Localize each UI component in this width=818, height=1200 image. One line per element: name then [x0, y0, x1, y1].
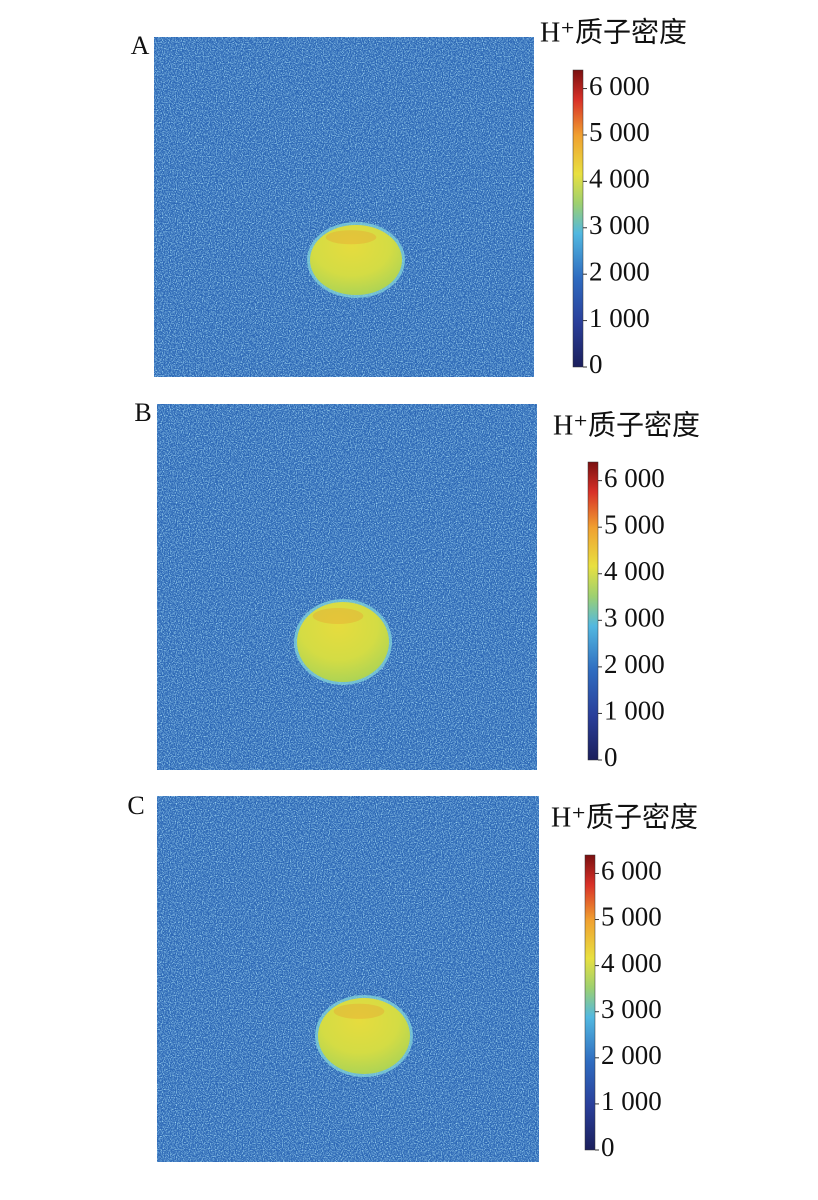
colorbar-tick-label: 2 000 — [601, 1040, 662, 1070]
image-noise — [154, 37, 534, 377]
colorbar-tick-label: 6 000 — [601, 856, 662, 886]
colorbar-tick-label: 4 000 — [601, 948, 662, 978]
colorbar-tick-label: 3 000 — [589, 210, 650, 240]
panel-label: B — [134, 398, 151, 427]
colorbar-tick-label: 2 000 — [604, 649, 665, 679]
image-noise — [157, 404, 537, 770]
sample — [297, 602, 389, 682]
colorbar-tick-label: 0 — [601, 1132, 615, 1162]
colorbar-title: H⁺质子密度 — [540, 16, 687, 48]
panel-label: C — [127, 791, 144, 820]
colorbar-tick-label: 2 000 — [589, 256, 650, 286]
colorbar-tick-label: 0 — [589, 349, 603, 379]
sample — [318, 998, 410, 1074]
sample — [310, 225, 402, 295]
colorbar-tick-label: 5 000 — [589, 117, 650, 147]
colorbar-tick-label: 6 000 — [589, 71, 650, 101]
colorbar-tick-label: 3 000 — [604, 603, 665, 633]
panel: A H⁺质子密度 0 1 000 2 000 3 000 4 000 5 000 6 000 — [131, 16, 687, 379]
panel: B H⁺质子密度 0 1 000 2 000 3 000 4 000 5 000 6 000 — [134, 398, 700, 772]
colorbar-tick-label: 4 000 — [604, 556, 665, 586]
colorbar — [587, 461, 599, 761]
sample-highlight — [312, 608, 364, 624]
colorbar-tick-label: 3 000 — [601, 994, 662, 1024]
colorbar-tick-label: 1 000 — [604, 696, 665, 726]
colorbar-tick-label: 4 000 — [589, 164, 650, 194]
colorbar-tick-label: 5 000 — [601, 902, 662, 932]
sample-highlight — [333, 1003, 385, 1019]
sample-highlight — [325, 230, 377, 245]
panel-label: A — [131, 31, 150, 60]
panel: C H⁺质子密度 0 1 000 2 000 3 000 4 000 5 000 6 000 — [127, 791, 698, 1162]
colorbar-tick-label: 6 000 — [604, 463, 665, 493]
colorbar-tick-label: 1 000 — [589, 303, 650, 333]
colorbar-tick-label: 0 — [604, 742, 618, 772]
colorbar — [584, 854, 596, 1151]
colorbar — [572, 69, 584, 368]
colorbar-title: H⁺质子密度 — [553, 409, 700, 441]
colorbar-tick-label: 1 000 — [601, 1086, 662, 1116]
colorbar-title: H⁺质子密度 — [551, 801, 698, 833]
colorbar-tick-label: 5 000 — [604, 509, 665, 539]
image-noise — [157, 796, 539, 1162]
